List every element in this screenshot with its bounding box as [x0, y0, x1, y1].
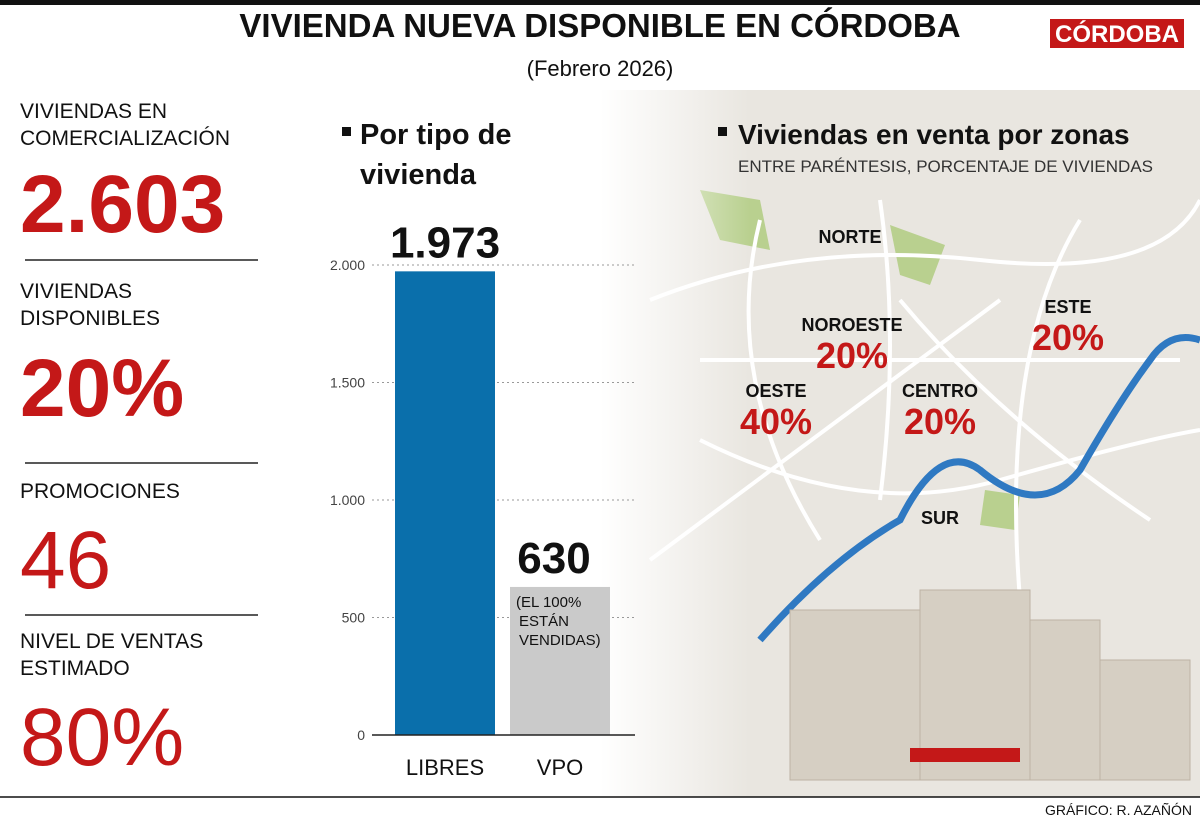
- map-background: [600, 90, 1200, 797]
- zone-name: OESTE: [745, 381, 806, 401]
- x-tick-label: LIBRES: [406, 755, 484, 780]
- zone-share: 20%: [1032, 317, 1104, 358]
- zone-name: ESTE: [1044, 297, 1091, 317]
- chart-title: vivienda: [360, 159, 477, 191]
- brand-box: [1050, 19, 1184, 48]
- credit: GRÁFICO: R. AZAÑÓN: [1045, 802, 1192, 818]
- x-tick-label: VPO: [537, 755, 583, 780]
- stat-value: 80%: [20, 692, 184, 783]
- zone-name: SUR: [921, 508, 959, 528]
- bullet: [718, 127, 727, 136]
- value-label: 1.973: [390, 218, 500, 267]
- zone-name: NORTE: [819, 227, 882, 247]
- bar-annotation: (EL 100%: [516, 594, 581, 611]
- stat-label: PROMOCIONES: [20, 480, 180, 503]
- y-tick-label: 0: [357, 727, 365, 743]
- bar-annotation: VENDIDAS): [519, 632, 601, 649]
- title: VIVIENDA NUEVA DISPONIBLE EN CÓRDOBA: [239, 7, 960, 44]
- subtitle: (Febrero 2026): [527, 56, 674, 81]
- bullet: [342, 127, 351, 136]
- map-subtitle: ENTRE PARÉNTESIS, PORCENTAJE DE VIVIENDA…: [738, 157, 1153, 176]
- y-tick-label: 1.000: [330, 492, 365, 508]
- top-bar: [0, 0, 1200, 5]
- bar: [395, 271, 495, 735]
- zone-share: 20%: [904, 401, 976, 442]
- zone-name: CENTRO: [902, 381, 978, 401]
- stat-label: COMERCIALIZACIÓN: [20, 127, 230, 150]
- y-tick-label: 1.500: [330, 375, 365, 391]
- value-label: 630: [517, 534, 590, 583]
- brand: CÓRDOBA: [1055, 20, 1179, 48]
- map-title: Viviendas en venta por zonas: [738, 119, 1130, 150]
- stat-label: ESTIMADO: [20, 657, 130, 680]
- zone-share: 20%: [816, 335, 888, 376]
- chart-title: Por tipo de: [360, 119, 511, 151]
- stat-value: 46: [20, 515, 111, 606]
- y-tick-label: 2.000: [330, 257, 365, 273]
- stat-label: DISPONIBLES: [20, 307, 160, 330]
- zone-name: NOROESTE: [801, 315, 902, 335]
- stat-label: VIVIENDAS: [20, 280, 132, 303]
- stat-value: 2.603: [20, 159, 225, 250]
- bar-annotation: ESTÁN: [519, 613, 569, 630]
- stat-value: 20%: [20, 343, 184, 434]
- bar: [510, 586, 610, 735]
- y-tick-label: 500: [342, 610, 366, 626]
- zone-share: 40%: [740, 401, 812, 442]
- stat-label: NIVEL DE VENTAS: [20, 630, 203, 653]
- stat-label: VIVIENDAS EN: [20, 100, 167, 123]
